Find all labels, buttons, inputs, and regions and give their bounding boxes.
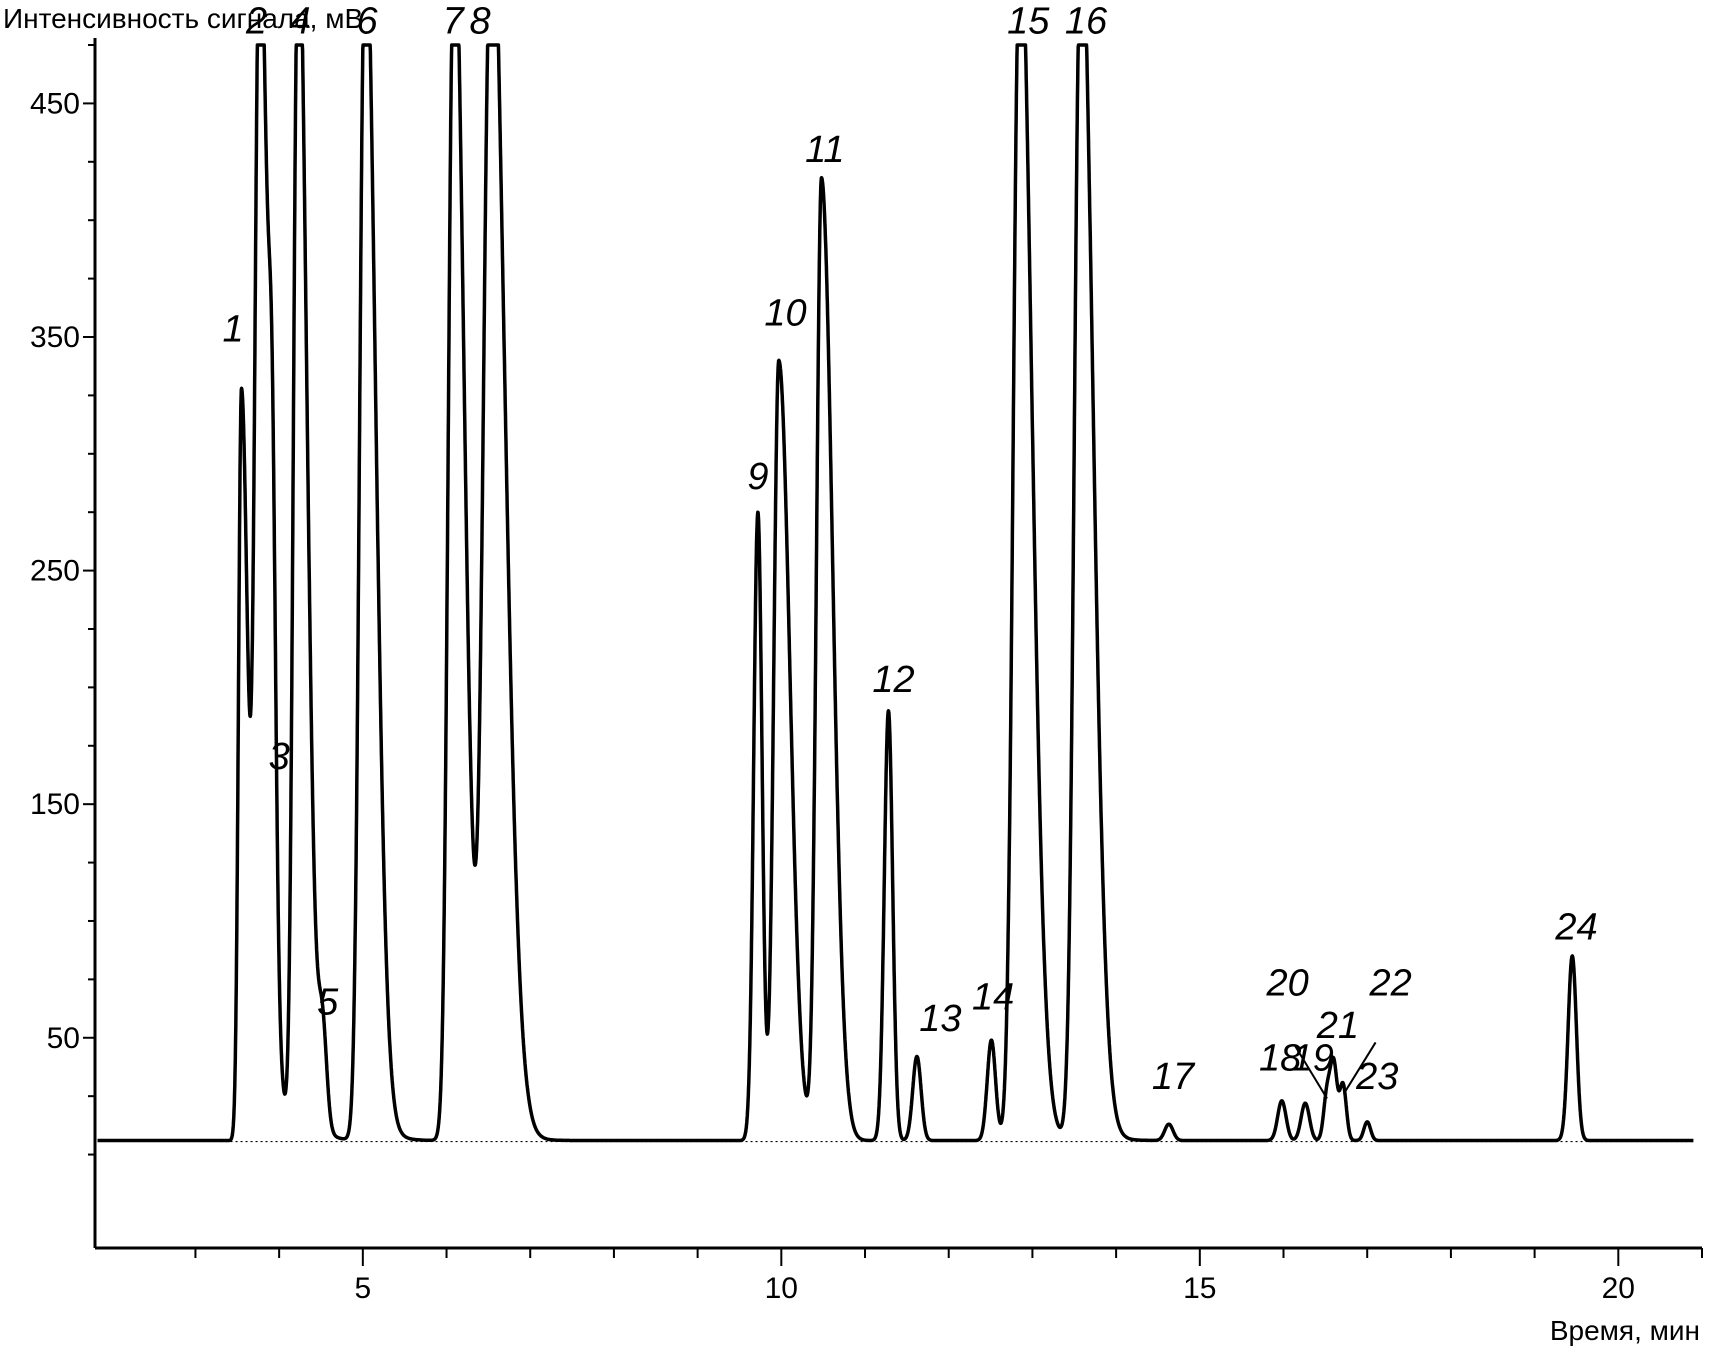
peak-label-13: 13 bbox=[919, 998, 961, 1040]
x-tick-label: 5 bbox=[354, 1272, 371, 1305]
peak-label-2: 2 bbox=[245, 0, 267, 42]
peak-label-23: 23 bbox=[1355, 1056, 1398, 1098]
peak-label-21: 21 bbox=[1316, 1005, 1359, 1047]
peak-label-4: 4 bbox=[289, 0, 310, 42]
peak-label-18: 18 bbox=[1259, 1037, 1301, 1079]
peak-label-6: 6 bbox=[356, 0, 378, 42]
peak-label-5: 5 bbox=[317, 981, 339, 1023]
peak-label-8: 8 bbox=[469, 0, 490, 42]
leader-line-20 bbox=[1293, 1044, 1328, 1100]
leader-line-22 bbox=[1342, 1041, 1377, 1095]
peak-label-7: 7 bbox=[443, 0, 466, 42]
axis-ticks bbox=[83, 44, 1703, 1266]
x-tick-label: 20 bbox=[1602, 1272, 1635, 1305]
y-axis-title: Интенсивность сигнала, мВ bbox=[3, 3, 363, 34]
peak-label-1: 1 bbox=[223, 309, 244, 351]
peak-label-9: 9 bbox=[747, 456, 768, 498]
peak-label-20: 20 bbox=[1266, 963, 1309, 1005]
peak-label-22: 22 bbox=[1369, 963, 1412, 1005]
peak-label-3: 3 bbox=[269, 736, 290, 778]
y-tick-label: 150 bbox=[30, 788, 80, 821]
peak-label-16: 16 bbox=[1065, 0, 1108, 42]
y-tick-label: 250 bbox=[30, 555, 80, 588]
peak-label-17: 17 bbox=[1152, 1056, 1196, 1098]
y-tick-label: 450 bbox=[30, 87, 80, 120]
peak-label-19: 19 bbox=[1292, 1037, 1334, 1079]
label-leader-lines bbox=[1293, 1041, 1377, 1100]
x-axis-title: Время, мин bbox=[1550, 1315, 1700, 1346]
y-tick-label: 350 bbox=[30, 321, 80, 354]
y-tick-label: 50 bbox=[47, 1022, 80, 1055]
x-tick-label: 10 bbox=[765, 1272, 798, 1305]
peak-label-10: 10 bbox=[764, 292, 806, 334]
peak-label-24: 24 bbox=[1554, 907, 1597, 949]
peak-label-12: 12 bbox=[872, 659, 914, 701]
chromatogram-trace bbox=[97, 43, 1695, 1143]
peak-label-15: 15 bbox=[1007, 0, 1050, 42]
peak-label-14: 14 bbox=[972, 977, 1014, 1019]
x-tick-label: 15 bbox=[1183, 1272, 1216, 1305]
peak-label-11: 11 bbox=[805, 129, 844, 171]
